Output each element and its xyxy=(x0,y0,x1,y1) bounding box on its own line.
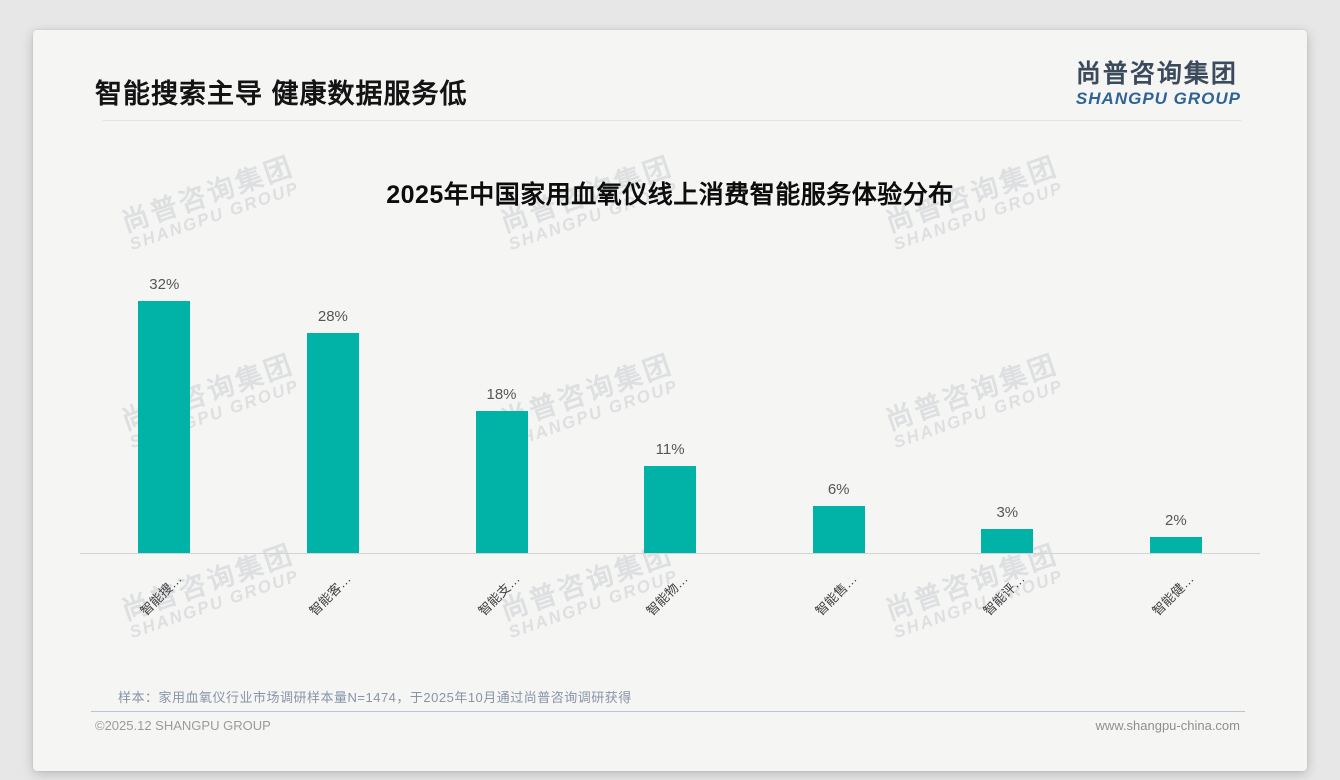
x-axis-label: 智能支… xyxy=(474,571,523,619)
chart-title: 2025年中国家用血氧仪线上消费智能服务体验分布 xyxy=(386,181,954,209)
bar xyxy=(306,333,359,553)
bar-value-label: 3% xyxy=(996,504,1019,521)
logo-chinese-name: 尚普咨询集团 xyxy=(1075,60,1238,88)
company-logo: 尚普咨询集团 SHANGPU GROUP xyxy=(1076,54,1241,109)
bar-value-label: 32% xyxy=(149,276,180,293)
x-axis-label: 智能健… xyxy=(1149,571,1197,619)
x-axis-label: 智能客… xyxy=(306,571,354,619)
x-axis-label: 智能评… xyxy=(980,571,1029,619)
footer-divider xyxy=(91,711,1245,712)
x-axis-label: 智能搜… xyxy=(137,571,186,619)
bar-value-label: 28% xyxy=(317,308,348,325)
x-axis-label: 智能物… xyxy=(643,571,691,619)
x-axis-line xyxy=(80,553,1260,554)
sample-note: 样本：家用血氧仪行业市场调研样本量N=1474，于2025年10月通过尚普咨询调… xyxy=(118,690,632,705)
bar xyxy=(644,466,697,553)
bar-value-label: 11% xyxy=(655,441,685,458)
x-axis-label: 智能售… xyxy=(812,571,860,619)
bar-value-label: 6% xyxy=(827,481,850,498)
footer-copyright: ©2025.12 SHANGPU GROUP xyxy=(95,718,271,733)
bar-value-label: 18% xyxy=(486,386,517,403)
page-title: 智能搜索主导 健康数据服务低 xyxy=(95,79,468,109)
slide-card: 尚普咨询集团 SHANGPU GROUP 尚普咨询集团 SHANGPU GROUP 尚普… xyxy=(33,30,1307,771)
bar xyxy=(981,529,1034,553)
bar xyxy=(475,411,528,553)
bar xyxy=(812,506,865,553)
footer-website: www.shangpu-china.com xyxy=(1095,718,1240,733)
header-divider xyxy=(103,120,1241,121)
bar-chart-plot: 32% 智能搜… 28% 智能客… 18% 智能支… 11% 智能物… 6% 智能售… 3% 智能评…… xyxy=(33,30,1307,771)
bar-value-label: 2% xyxy=(1165,512,1187,529)
bar xyxy=(138,301,191,553)
bar xyxy=(1149,537,1202,553)
logo-english-name: SHANGPU GROUP xyxy=(1075,89,1241,108)
